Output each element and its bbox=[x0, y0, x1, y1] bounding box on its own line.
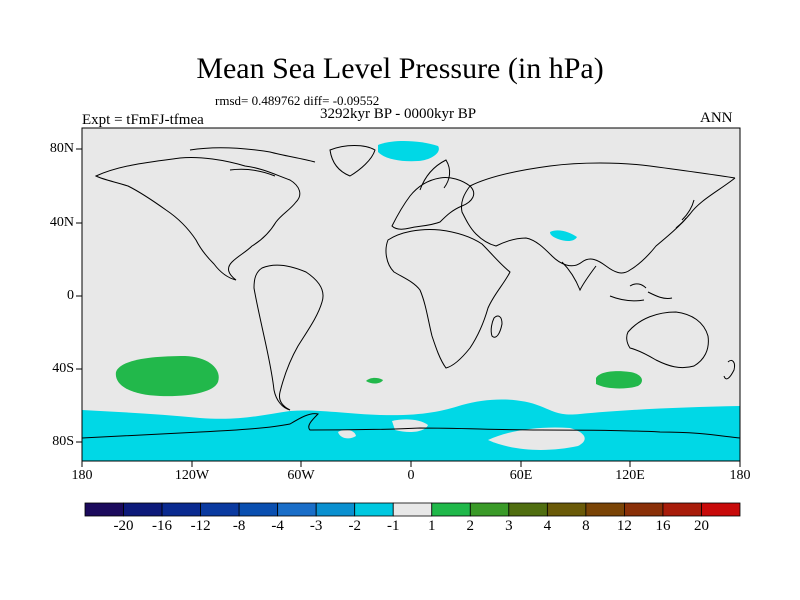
colorbar-label: 20 bbox=[693, 518, 709, 534]
india-coast bbox=[561, 261, 597, 292]
greenland-coast bbox=[329, 145, 376, 177]
colorbar-swatch bbox=[123, 502, 163, 517]
colorbar-label: 2 bbox=[466, 518, 475, 534]
asia-coast bbox=[461, 162, 736, 274]
x-label-120e: 120E bbox=[615, 468, 645, 483]
axis-ticks bbox=[76, 148, 741, 467]
colorbar-swatch bbox=[277, 502, 317, 517]
colorbar-label: -1 bbox=[386, 518, 400, 534]
map-background bbox=[82, 128, 740, 461]
colorbar-label: -16 bbox=[152, 518, 173, 534]
stats-text: rmsd= 0.489762 diff= -0.09552 bbox=[215, 93, 380, 108]
colorbar-label: -4 bbox=[271, 518, 284, 534]
colorbar-label: 12 bbox=[616, 518, 632, 534]
arctic-negative-patch bbox=[378, 140, 439, 162]
africa-coast bbox=[385, 229, 511, 369]
x-label-180e: 180 bbox=[729, 468, 751, 483]
colorbar-label: 16 bbox=[655, 518, 671, 534]
europe-coast bbox=[391, 177, 475, 230]
atlantic-positive-patch bbox=[366, 377, 383, 384]
colorbar-swatch bbox=[392, 502, 433, 517]
colorbar-swatch bbox=[585, 502, 625, 517]
australia-coast bbox=[626, 311, 709, 369]
pacific-positive-patch bbox=[115, 356, 219, 397]
y-label-0: 0 bbox=[67, 288, 74, 303]
indonesia-coast bbox=[609, 283, 673, 302]
band-gap-small bbox=[338, 429, 356, 439]
map-title: Mean Sea Level Pressure (in hPa) bbox=[196, 52, 604, 85]
indian-positive-patch bbox=[596, 371, 642, 389]
x-label-180w: 180 bbox=[71, 468, 93, 483]
colorbar-label: 4 bbox=[543, 518, 552, 534]
colorbar-label: 1 bbox=[428, 518, 436, 534]
colorbar-swatch bbox=[469, 502, 510, 517]
colorbar bbox=[84, 502, 741, 517]
experiment-label: Expt = tFmFJ-tfmea bbox=[82, 112, 204, 128]
colorbar-label: -3 bbox=[309, 518, 323, 534]
coastlines bbox=[81, 145, 741, 439]
colorbar-label: 3 bbox=[505, 518, 513, 534]
colorbar-swatch bbox=[508, 502, 548, 517]
y-label-40s: 40S bbox=[52, 361, 74, 376]
x-label-0: 0 bbox=[407, 468, 415, 483]
colorbar-label: -2 bbox=[348, 518, 361, 534]
x-label-120w: 120W bbox=[174, 468, 210, 483]
south-america-coast bbox=[253, 264, 324, 411]
season-label: ANN bbox=[700, 110, 733, 126]
colorbar-swatch bbox=[546, 502, 587, 517]
colorbar-swatch bbox=[624, 502, 664, 517]
y-label-80s: 80S bbox=[52, 434, 74, 449]
colorbar-swatch bbox=[354, 502, 394, 517]
new-zealand-coast bbox=[723, 359, 735, 380]
mideast-negative-patch bbox=[550, 230, 577, 242]
period-text: 3292kyr BP - 0000kyr BP bbox=[320, 106, 477, 122]
x-label-60w: 60W bbox=[287, 468, 315, 483]
colorbar-swatch bbox=[200, 502, 240, 517]
colorbar-swatch bbox=[84, 502, 124, 517]
colorbar-swatch bbox=[701, 502, 741, 517]
x-label-60e: 60E bbox=[509, 468, 533, 483]
colorbar-label: -20 bbox=[113, 518, 134, 534]
colorbar-label: 8 bbox=[582, 518, 590, 534]
y-label-80n: 80N bbox=[49, 141, 74, 156]
colorbar-swatch bbox=[315, 502, 356, 517]
colorbar-swatch bbox=[431, 502, 471, 517]
band-gap-east bbox=[488, 427, 585, 450]
colorbar-label: -12 bbox=[190, 518, 211, 534]
japan-coast bbox=[675, 199, 695, 229]
y-label-40n: 40N bbox=[49, 215, 74, 230]
colorbar-swatch bbox=[161, 502, 201, 517]
north-america-coast bbox=[94, 157, 301, 281]
colorbar-label: -8 bbox=[232, 518, 246, 534]
colorbar-swatch bbox=[662, 502, 702, 517]
madagascar-coast bbox=[490, 315, 503, 338]
arctic-islands-coast bbox=[189, 147, 316, 177]
scandinavia-coast bbox=[419, 159, 451, 191]
colorbar-swatch bbox=[238, 502, 279, 517]
antarctica-coast bbox=[81, 413, 741, 439]
